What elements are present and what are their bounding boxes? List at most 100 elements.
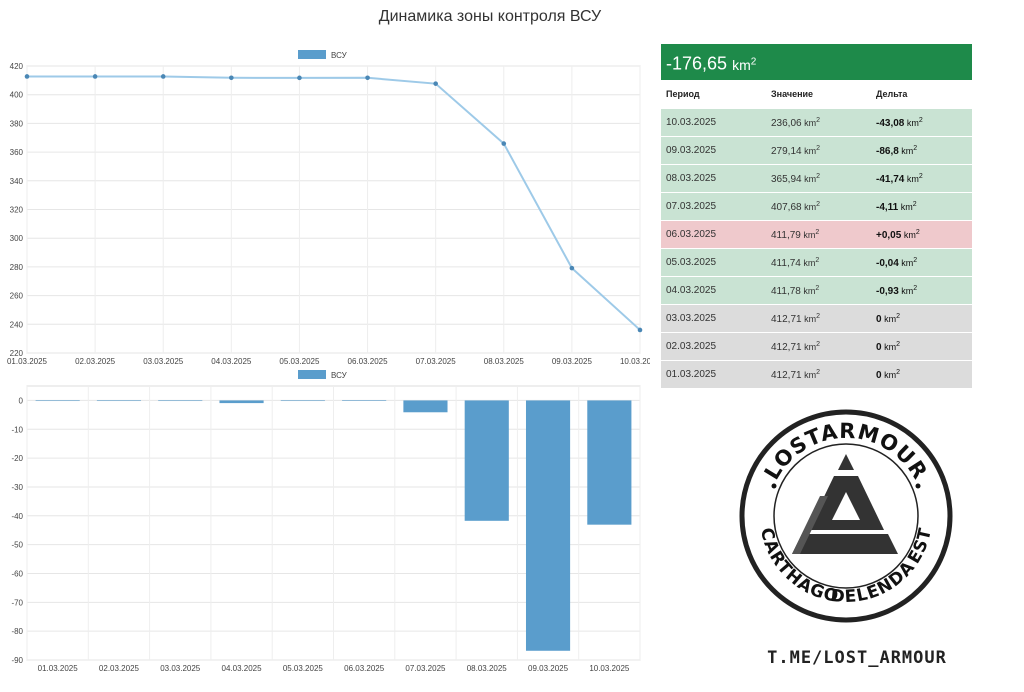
y-tick-label: 320 bbox=[10, 206, 24, 215]
legend-label: ВСУ bbox=[331, 371, 348, 380]
row-value: 412,71 km2 bbox=[766, 332, 871, 361]
row-value: 365,94 km2 bbox=[766, 164, 871, 193]
y-tick-label: -50 bbox=[11, 541, 23, 550]
row-value: 279,14 km2 bbox=[766, 136, 871, 165]
summary-row: 08.03.2025 365,94 km2 -41,74 km2 bbox=[661, 164, 972, 193]
data-point bbox=[569, 265, 575, 271]
bar bbox=[35, 400, 80, 402]
bar bbox=[219, 400, 264, 404]
summary-table-body: 10.03.2025 236,06 km2 -43,08 km2 09.03.2025… bbox=[661, 108, 972, 388]
bar-chart-svg: -90 -80 -70 -60 -50 -40 -30 -20 -10 0 01.03.2025 02… bbox=[11, 370, 641, 673]
row-delta: 0 km2 bbox=[871, 304, 972, 333]
y-tick-label: -90 bbox=[11, 656, 23, 665]
x-tick-label: 06.03.2025 bbox=[348, 357, 389, 366]
y-tick-label: -60 bbox=[11, 569, 23, 578]
x-tick-label: 08.03.2025 bbox=[484, 357, 525, 366]
x-tick-label: 02.03.2025 bbox=[75, 357, 116, 366]
y-tick-label: -30 bbox=[11, 483, 23, 492]
bar bbox=[525, 400, 571, 651]
summary-row: 04.03.2025 411,78 km2 -0,93 km2 bbox=[661, 276, 972, 305]
summary-row: 01.03.2025 412,71 km2 0 km2 bbox=[661, 360, 972, 388]
x-tick-label: 02.03.2025 bbox=[99, 664, 140, 673]
bar bbox=[158, 400, 203, 402]
legend-swatch bbox=[298, 370, 326, 379]
summary-total-value: -176,65 bbox=[666, 53, 728, 74]
row-value: 407,68 km2 bbox=[766, 192, 871, 221]
bar bbox=[464, 400, 509, 521]
summary-total-unit: km2 bbox=[732, 56, 757, 73]
row-value: 411,79 km2 bbox=[766, 220, 871, 249]
summary-total: -176,65 km2 bbox=[661, 44, 972, 80]
row-delta: -43,08 km2 bbox=[871, 108, 972, 137]
data-point bbox=[365, 75, 370, 81]
row-period: 05.03.2025 bbox=[661, 248, 766, 277]
y-tick-label: 360 bbox=[10, 148, 24, 157]
channel-link[interactable]: T.ME/LOST_ARMOUR bbox=[767, 648, 947, 668]
bar-chart: -90 -80 -70 -60 -50 -40 -30 -20 -10 0 01.03.2025 02… bbox=[0, 362, 650, 682]
y-tick-label: 340 bbox=[10, 177, 24, 186]
row-period: 04.03.2025 bbox=[661, 276, 766, 305]
bar bbox=[96, 400, 142, 402]
x-tick-label: 08.03.2025 bbox=[467, 664, 508, 673]
y-tick-label: 400 bbox=[10, 91, 24, 100]
bar bbox=[587, 400, 632, 525]
data-point bbox=[160, 74, 166, 79]
bar bbox=[280, 400, 325, 402]
y-tick-label: -40 bbox=[11, 512, 23, 521]
row-delta: -86,8 km2 bbox=[871, 136, 972, 165]
line-chart: 220 240 260 280 300 320 340 360 380 400 420 01.03.2… bbox=[0, 40, 650, 370]
summary-table: Период Значение Дельта 10.03.2025 236,06 … bbox=[661, 80, 972, 388]
row-period: 09.03.2025 bbox=[661, 136, 766, 165]
page-title: Динамика зоны контроля ВСУ bbox=[378, 8, 602, 25]
row-delta: -0,04 km2 bbox=[871, 248, 972, 277]
row-value: 412,71 km2 bbox=[766, 360, 871, 388]
x-tick-label: 01.03.2025 bbox=[7, 357, 48, 366]
data-point bbox=[24, 74, 30, 79]
y-tick-label: 220 bbox=[10, 349, 24, 358]
row-period: 10.03.2025 bbox=[661, 108, 766, 137]
col-period: Период bbox=[661, 80, 766, 109]
x-tick-label: 05.03.2025 bbox=[279, 357, 320, 366]
x-tick-label: 04.03.2025 bbox=[222, 664, 263, 673]
data-point bbox=[501, 141, 507, 146]
summary-row: 05.03.2025 411,74 km2 -0,04 km2 bbox=[661, 248, 972, 277]
row-period: 01.03.2025 bbox=[661, 360, 766, 388]
row-period: 02.03.2025 bbox=[661, 332, 766, 361]
lostarmour-logo: LOSTARMOUR CARTHAGO DELENDA EST bbox=[738, 408, 954, 624]
row-delta: +0,05 km2 bbox=[871, 220, 972, 249]
line-chart-svg: 220 240 260 280 300 320 340 360 380 400 420 01.03.2… bbox=[7, 50, 650, 366]
y-tick-label: 280 bbox=[10, 263, 24, 272]
summary-table-header: Период Значение Дельта bbox=[661, 80, 972, 109]
summary-row: 06.03.2025 411,79 km2 +0,05 km2 bbox=[661, 220, 972, 249]
y-tick-label: 0 bbox=[19, 396, 24, 405]
summary-row: 02.03.2025 412,71 km2 0 km2 bbox=[661, 332, 972, 361]
row-delta: -0,93 km2 bbox=[871, 276, 972, 305]
row-delta: -41,74 km2 bbox=[871, 164, 972, 193]
row-period: 03.03.2025 bbox=[661, 304, 766, 333]
logo-emblem-icon: LOSTARMOUR CARTHAGO DELENDA EST bbox=[739, 409, 953, 623]
x-tick-label: 03.03.2025 bbox=[160, 664, 201, 673]
x-tick-label: 09.03.2025 bbox=[528, 664, 569, 673]
bar bbox=[403, 400, 448, 413]
row-delta: 0 km2 bbox=[871, 360, 972, 388]
summary-row: 07.03.2025 407,68 km2 -4,11 km2 bbox=[661, 192, 972, 221]
x-tick-label: 10.03.2025 bbox=[620, 357, 650, 366]
legend-swatch bbox=[298, 50, 326, 59]
row-period: 07.03.2025 bbox=[661, 192, 766, 221]
row-delta: -4,11 km2 bbox=[871, 192, 972, 221]
x-tick-label: 05.03.2025 bbox=[283, 664, 324, 673]
summary-panel: -176,65 km2 Период Значение Дельта 10.03… bbox=[661, 44, 972, 388]
y-tick-label: -10 bbox=[11, 425, 23, 434]
y-tick-label: 380 bbox=[10, 119, 24, 128]
y-tick-label: 240 bbox=[10, 320, 24, 329]
x-tick-label: 10.03.2025 bbox=[589, 664, 630, 673]
y-tick-label: 420 bbox=[10, 62, 24, 71]
col-delta: Дельта bbox=[871, 80, 972, 109]
data-point bbox=[297, 75, 302, 81]
summary-row: 10.03.2025 236,06 km2 -43,08 km2 bbox=[661, 108, 972, 137]
series-line bbox=[27, 75, 641, 331]
x-tick-label: 09.03.2025 bbox=[552, 357, 593, 366]
x-tick-label: 01.03.2025 bbox=[38, 664, 79, 673]
row-value: 411,78 km2 bbox=[766, 276, 871, 305]
x-tick-label: 04.03.2025 bbox=[211, 357, 252, 366]
